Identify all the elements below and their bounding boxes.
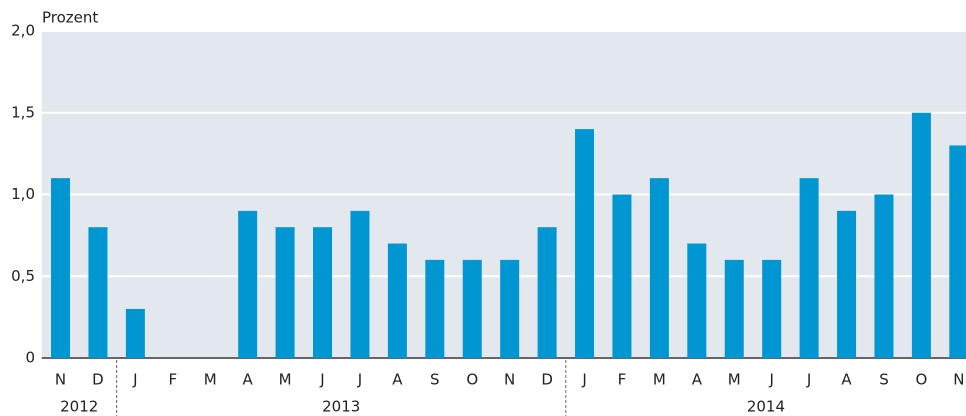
year-label: 2014 xyxy=(747,398,785,416)
x-tick-label: N xyxy=(953,371,964,389)
x-tick-label: A xyxy=(692,371,703,389)
x-tick-label: F xyxy=(168,371,177,389)
x-tick-label: M xyxy=(653,371,666,389)
x-tick-label: J xyxy=(132,371,137,389)
x-tick-label: J xyxy=(357,371,362,389)
y-axis-label: Prozent xyxy=(42,9,98,27)
bar xyxy=(275,227,295,358)
year-label: 2013 xyxy=(322,398,360,416)
x-tick-label: N xyxy=(504,371,515,389)
x-tick-label: J xyxy=(319,371,324,389)
bar xyxy=(387,243,407,358)
x-tick-label: D xyxy=(92,371,104,389)
bar xyxy=(88,227,108,358)
x-tick-label: A xyxy=(392,371,403,389)
bar xyxy=(837,210,857,358)
y-tick-label: 2,0 xyxy=(11,22,35,40)
x-tick-label: D xyxy=(541,371,553,389)
x-tick-label: M xyxy=(204,371,217,389)
bar xyxy=(238,210,258,358)
x-tick-label: A xyxy=(243,371,254,389)
year-label: 2012 xyxy=(60,398,98,416)
x-tick-label: J xyxy=(768,371,773,389)
bar xyxy=(313,227,333,358)
bar xyxy=(649,178,669,358)
bar xyxy=(949,145,966,358)
x-tick-label: A xyxy=(841,371,852,389)
x-tick-label: M xyxy=(279,371,292,389)
y-tick-label: 1,5 xyxy=(11,103,35,121)
bar xyxy=(462,259,482,358)
bar xyxy=(911,112,931,358)
bar xyxy=(500,259,520,358)
bar xyxy=(799,178,819,358)
bar xyxy=(425,259,445,358)
bar xyxy=(874,194,894,358)
y-tick-label: 0 xyxy=(25,349,35,367)
bar xyxy=(687,243,707,358)
bar xyxy=(612,194,632,358)
bar xyxy=(350,210,370,358)
bar xyxy=(724,259,744,358)
x-tick-label: O xyxy=(915,371,927,389)
bar xyxy=(125,308,145,358)
x-tick-label: M xyxy=(728,371,741,389)
x-tick-label: J xyxy=(581,371,586,389)
bar xyxy=(51,178,71,358)
x-tick-label: S xyxy=(879,371,889,389)
x-tick-label: O xyxy=(466,371,478,389)
x-tick-label: N xyxy=(55,371,66,389)
bar xyxy=(537,227,557,358)
y-tick-label: 1,0 xyxy=(11,185,35,203)
x-tick-label: F xyxy=(618,371,627,389)
x-tick-label: S xyxy=(430,371,440,389)
bar xyxy=(762,259,782,358)
y-tick-label: 0,5 xyxy=(11,267,35,285)
bar xyxy=(575,129,595,358)
x-tick-label: J xyxy=(806,371,811,389)
